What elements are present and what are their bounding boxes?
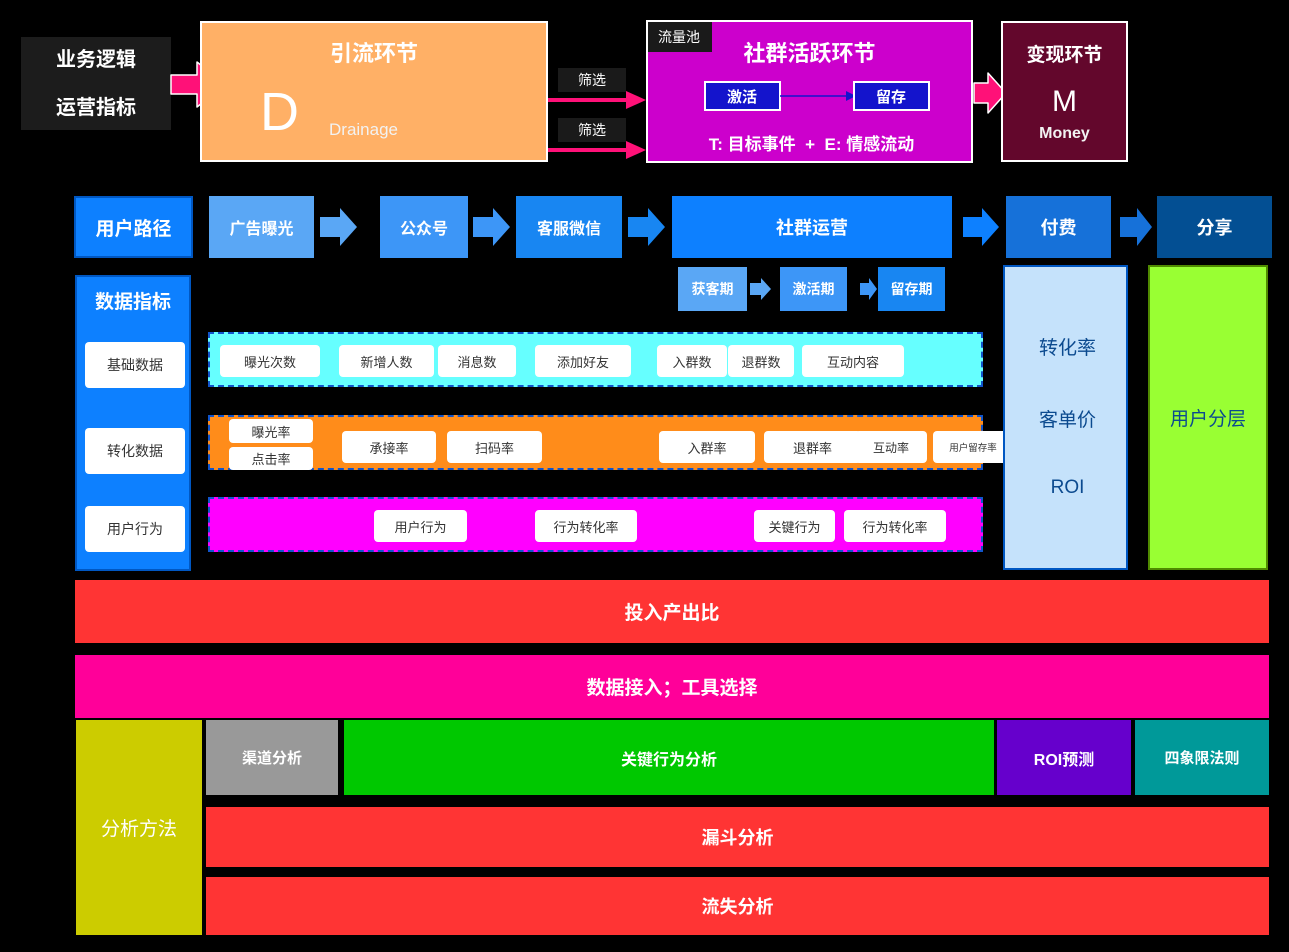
svg-text:留存: 留存 xyxy=(876,86,906,107)
svg-text:筛选: 筛选 xyxy=(578,120,606,140)
svg-text:激活: 激活 xyxy=(727,86,757,107)
svg-text:筛选: 筛选 xyxy=(578,70,606,90)
